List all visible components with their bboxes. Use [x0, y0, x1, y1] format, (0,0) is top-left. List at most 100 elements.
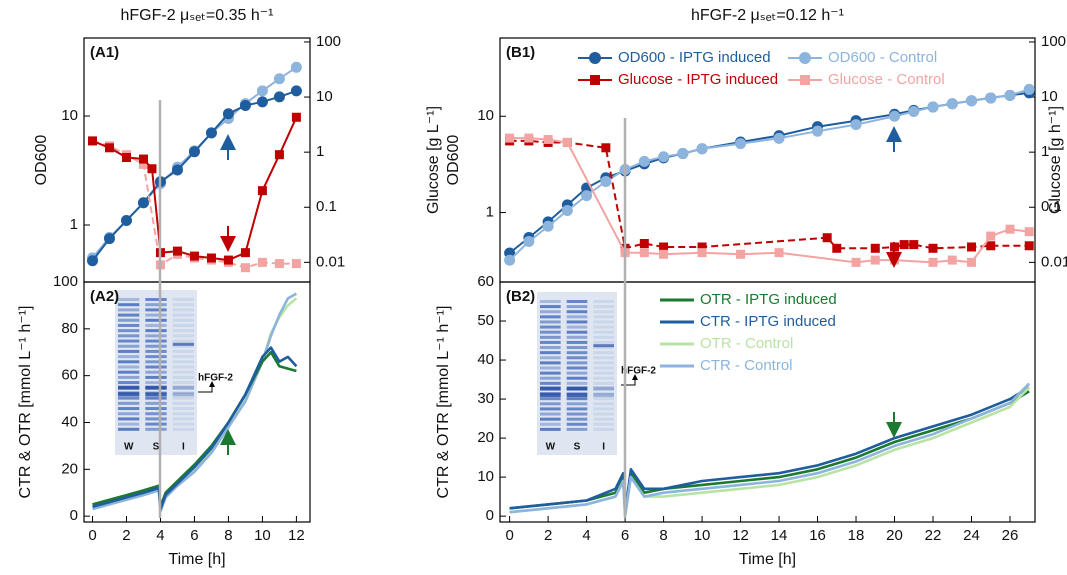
data-point — [985, 92, 997, 104]
data-point — [562, 137, 572, 147]
data-point — [659, 249, 669, 259]
y-tick-label: 1 — [486, 204, 494, 221]
x-tick-label: 22 — [925, 527, 942, 544]
gel-band — [145, 334, 167, 338]
gel-band — [540, 310, 561, 314]
chart-title: hFGF-2 μₛₑₜ=0.35 h⁻¹ — [120, 7, 273, 24]
series-line — [508, 88, 1030, 261]
gel-band — [118, 365, 140, 369]
gel-band — [540, 422, 561, 426]
data-point — [639, 248, 649, 258]
gel-band — [145, 339, 167, 343]
data-point — [523, 236, 535, 248]
gel-band — [172, 349, 194, 353]
y-axis-label: CTR & OTR [mmol L⁻¹ h⁻¹] — [17, 306, 34, 499]
gel-band — [172, 422, 194, 426]
y-axis-label: Glucose [g L⁻¹] — [425, 106, 442, 214]
gel-band — [118, 339, 140, 343]
x-tick-label: 8 — [659, 527, 667, 544]
data-point — [206, 253, 216, 263]
gel-band — [118, 375, 140, 379]
data-point — [147, 164, 157, 174]
data-point — [504, 254, 516, 266]
gel-band — [118, 323, 140, 327]
legend-label: CTR - Control — [700, 357, 793, 374]
gel-band — [593, 422, 614, 426]
gel-band — [172, 329, 194, 333]
gel-band — [172, 375, 194, 379]
legend-marker — [800, 75, 810, 85]
series-line — [91, 66, 297, 259]
data-point — [172, 246, 182, 256]
gel-band — [593, 366, 614, 370]
x-tick-label: 26 — [1002, 527, 1019, 544]
data-point — [104, 143, 114, 153]
gel-band — [566, 422, 588, 426]
gel-band — [593, 300, 614, 303]
y-tick-label: 60 — [61, 367, 78, 384]
y-tick-label: 100 — [53, 273, 78, 290]
data-point — [870, 255, 880, 265]
gel-band — [566, 407, 588, 411]
data-point — [928, 243, 938, 253]
x-tick-label: 0 — [505, 527, 513, 544]
data-point — [121, 152, 131, 162]
data-point — [697, 248, 707, 258]
gel-band — [145, 375, 167, 379]
x-tick-label: 18 — [848, 527, 865, 544]
legend-marker — [590, 75, 600, 85]
y-axis-label: CTR & OTR [mmol L⁻¹ h⁻¹] — [435, 306, 452, 499]
data-point — [222, 108, 234, 120]
gel-band — [566, 412, 588, 416]
data-point — [274, 150, 284, 160]
series-line — [509, 386, 1030, 514]
gel-band — [145, 349, 167, 353]
gel-band — [540, 335, 561, 339]
data-point — [542, 220, 554, 232]
gel-band — [145, 365, 167, 369]
gel-band — [172, 401, 194, 405]
gel-band — [118, 407, 140, 411]
gel-band — [566, 340, 588, 344]
gel-band — [540, 315, 561, 319]
gel-band — [118, 298, 140, 301]
y-axis-label: OD600 — [33, 135, 50, 186]
data-point — [696, 143, 708, 155]
gel-band — [172, 365, 194, 369]
gel-band — [172, 391, 194, 395]
gel-band — [145, 323, 167, 327]
series-line — [92, 346, 298, 511]
gel-band — [593, 325, 614, 329]
gel-band — [540, 340, 561, 344]
gel-band — [118, 349, 140, 353]
gel-band — [172, 344, 194, 348]
y-tick-label: 80 — [61, 320, 78, 337]
data-point — [274, 259, 284, 269]
x-tick-label: 12 — [732, 527, 749, 544]
data-point — [899, 240, 909, 250]
data-point — [120, 215, 132, 227]
y-tick-label: 30 — [477, 390, 494, 407]
plot-frame — [83, 281, 311, 523]
gel-band — [566, 330, 588, 334]
band-pointer — [198, 381, 215, 393]
data-point — [889, 110, 901, 122]
gel-band — [593, 397, 614, 401]
data-point — [909, 240, 919, 250]
y-tick-label: 10 — [477, 468, 494, 485]
y-axis-label: OD600 — [445, 135, 462, 186]
gel-band — [145, 401, 167, 405]
legend-marker — [799, 52, 811, 64]
plot-area — [509, 382, 1031, 518]
y2-tick-label: 0.01 — [1041, 253, 1067, 270]
data-point — [986, 231, 996, 241]
data-point — [223, 255, 233, 265]
gel-band — [593, 427, 614, 431]
y-tick-label: 40 — [477, 351, 494, 368]
x-axis-label: Time [h] — [739, 551, 796, 568]
gel-band — [566, 346, 588, 350]
series-line — [92, 350, 297, 509]
gel-band — [566, 325, 588, 329]
